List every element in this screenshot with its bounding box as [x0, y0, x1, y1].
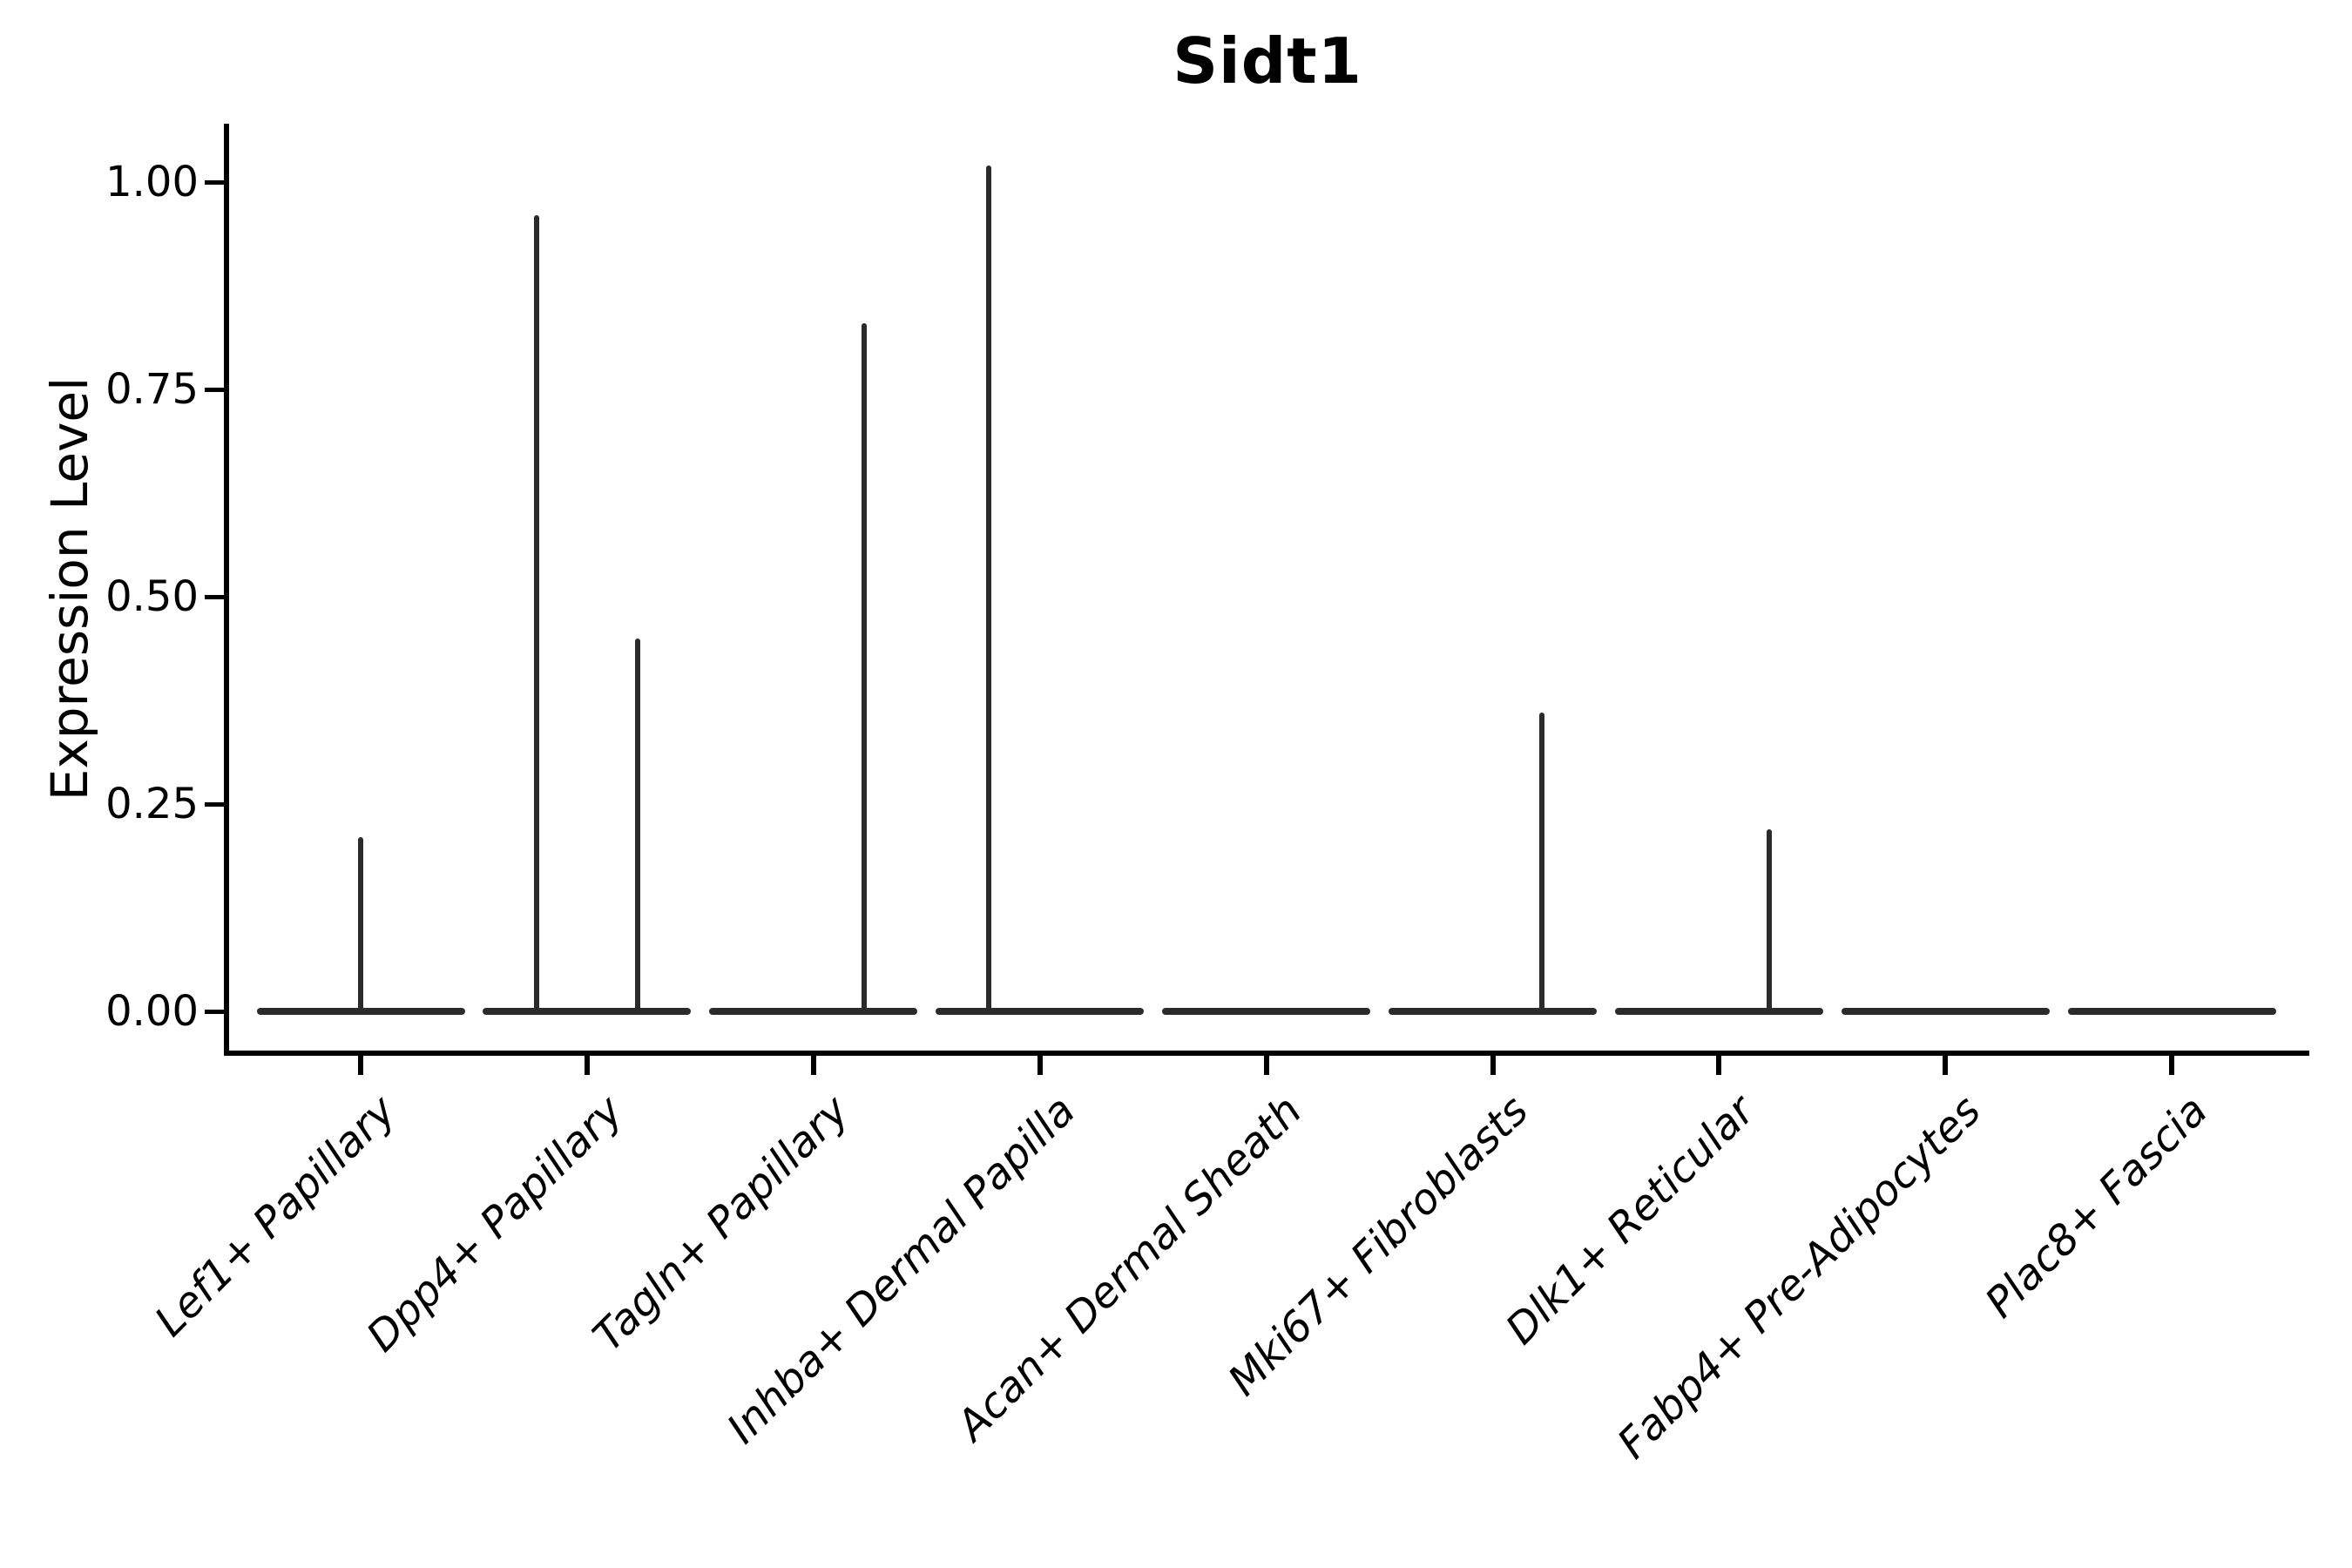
x-tick-mark	[810, 1056, 816, 1075]
chart-title: Sidt1	[1173, 24, 1362, 98]
violin-spike	[985, 165, 991, 1011]
violin-body	[1162, 1008, 1371, 1015]
y-axis-spine	[224, 124, 229, 1056]
y-tick-mark	[205, 801, 224, 807]
x-tick-mark	[1943, 1056, 1949, 1075]
x-tick-mark	[358, 1056, 363, 1075]
violin-spike	[861, 322, 867, 1011]
x-tick-label: Plac8+ Fascia	[1976, 1086, 2217, 1328]
x-tick-mark	[2169, 1056, 2175, 1075]
x-tick-mark	[1263, 1056, 1269, 1075]
y-tick-label: 1.00	[105, 158, 199, 206]
y-tick-mark	[205, 387, 224, 392]
violin-spike	[533, 215, 539, 1011]
violin-body	[256, 1008, 465, 1015]
y-tick-label: 0.25	[105, 780, 199, 828]
x-tick-mark	[1490, 1056, 1496, 1075]
y-tick-mark	[205, 179, 224, 185]
y-tick-mark	[205, 1009, 224, 1014]
violin-spike	[358, 837, 363, 1011]
x-tick-mark	[584, 1056, 590, 1075]
y-tick-mark	[205, 594, 224, 599]
violin-body	[2067, 1008, 2276, 1015]
violin-spike	[634, 638, 640, 1011]
violin-body	[936, 1008, 1145, 1015]
x-tick-label: Fabp4+ Pre-Adipocytes	[1608, 1086, 1990, 1469]
violin-body	[483, 1008, 692, 1015]
violin-body	[1841, 1008, 2050, 1015]
y-tick-label: 0.50	[105, 572, 199, 621]
y-tick-label: 0.00	[105, 987, 199, 1036]
violin-body	[1389, 1008, 1597, 1015]
x-tick-mark	[1037, 1056, 1043, 1075]
violin-body	[709, 1008, 918, 1015]
x-tick-mark	[1716, 1056, 1722, 1075]
x-axis-spine	[224, 1051, 2309, 1056]
violin-spike	[1539, 713, 1545, 1011]
x-tick-label: Lef1+ Papillary	[145, 1086, 406, 1347]
violin-spike	[1767, 828, 1773, 1011]
x-tick-label: Dlk1+ Reticular	[1496, 1086, 1765, 1355]
y-tick-label: 0.75	[105, 365, 199, 414]
violin-body	[1614, 1008, 1823, 1015]
